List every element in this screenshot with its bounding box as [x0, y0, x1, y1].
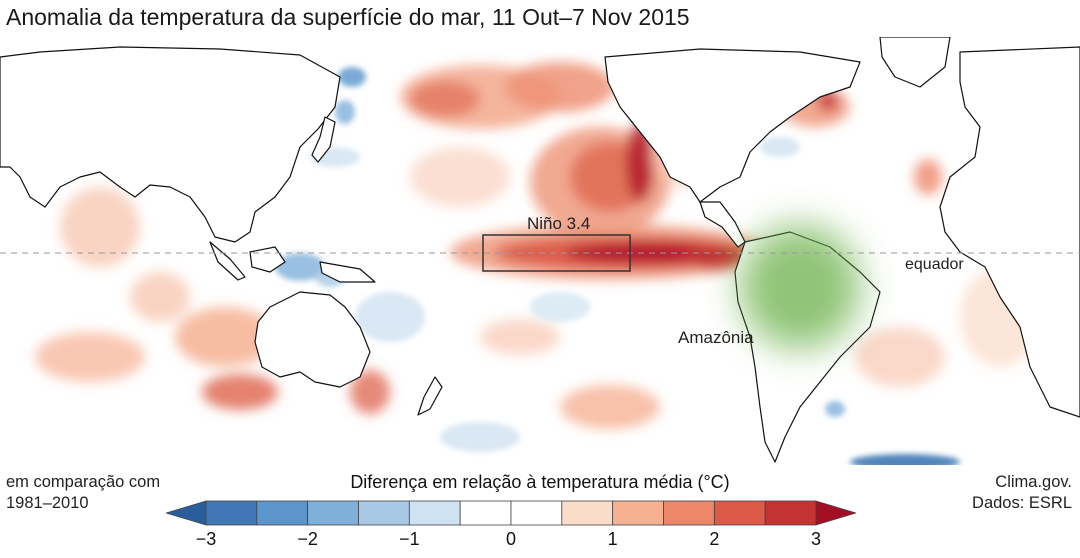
comparison-label: em comparação com — [6, 473, 161, 491]
africa-landmass — [939, 46, 1080, 418]
colorbar-tick-label: 0 — [505, 529, 517, 549]
colorbar-bin-2 — [307, 500, 359, 526]
colorbar-bin-7 — [561, 500, 614, 526]
nino34-label: Niño 3.4 — [527, 214, 590, 233]
new-zealand-landmass — [417, 376, 443, 416]
colorbar-tick-label: −3 — [195, 529, 217, 549]
central-america-landmass — [699, 201, 746, 248]
amazon-highlight — [740, 225, 860, 349]
colorbar-title: Diferença em relação à temperatura média… — [350, 472, 730, 492]
amazon-label: Amazônia — [678, 328, 754, 347]
warm-anomaly-layer — [35, 62, 1040, 429]
north-america-landmass — [604, 48, 861, 203]
sumatra-landmass — [209, 241, 246, 281]
colorbar-bin-11 — [764, 500, 817, 526]
nino34-box — [482, 234, 631, 272]
map-title: Anomalia da temperatura da superfície do… — [6, 4, 690, 30]
data-credit: Dados: ESRL — [972, 494, 1072, 512]
colorbar-bin-1 — [256, 500, 309, 526]
colorbar-tick-label: 2 — [709, 529, 720, 549]
colorbar-low-arrow — [166, 500, 207, 526]
colorbar-high-arrow — [815, 500, 856, 526]
new-guinea-landmass — [319, 261, 376, 283]
colorbar-bin-4 — [408, 500, 461, 526]
colorbar-tick-label: 3 — [810, 529, 822, 549]
colorbar-bin-3 — [358, 500, 410, 526]
colorbar-tick-label: 1 — [607, 529, 618, 549]
colorbar — [166, 500, 856, 526]
colorbar-bin-9 — [663, 500, 715, 526]
japan-landmass — [311, 116, 336, 163]
equator-label: equador — [905, 256, 964, 273]
source-credit: Clima.gov. — [995, 473, 1072, 491]
asia-landmass — [0, 46, 341, 243]
colorbar-bin-10 — [713, 500, 766, 526]
sst-anomaly-map: Niño 3.4 equador Amazônia — [0, 37, 1080, 468]
australia-landmass — [254, 291, 371, 388]
comparison-period: 1981–2010 — [6, 494, 89, 512]
colorbar-bin-0 — [205, 500, 258, 526]
colorbar-tick-label: −2 — [297, 529, 318, 549]
colorbar-bin-8 — [612, 500, 664, 526]
greenland-landmass — [879, 37, 951, 88]
antarctica-edge — [0, 465, 1080, 468]
colorbar-bin-5 — [459, 500, 512, 526]
colorbar-bin-6 — [510, 500, 563, 526]
colorbar-tick-label: −1 — [399, 529, 420, 549]
